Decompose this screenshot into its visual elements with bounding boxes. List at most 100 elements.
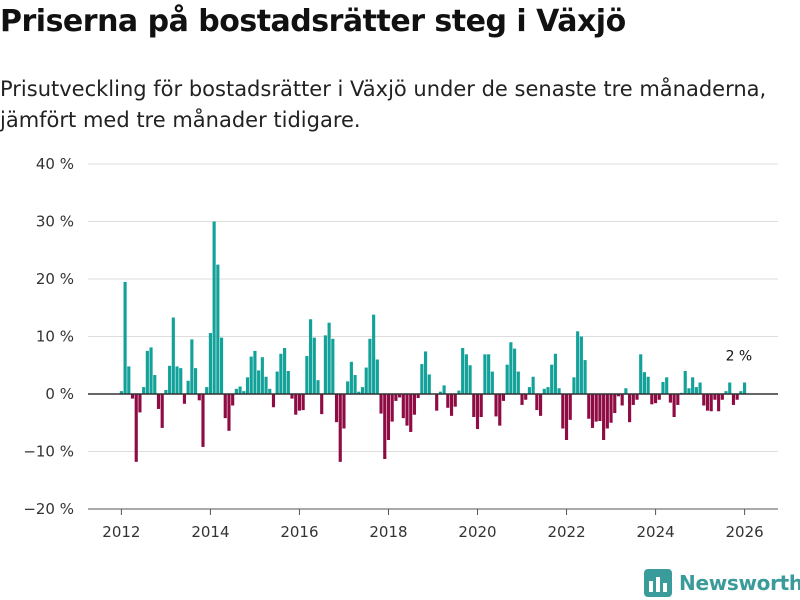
bar	[127, 366, 131, 394]
bar	[583, 360, 587, 394]
bar	[735, 394, 739, 400]
bar	[208, 333, 212, 394]
x-tick-label: 2016	[280, 523, 318, 541]
bar	[405, 394, 409, 426]
bar	[509, 342, 513, 394]
bar	[657, 394, 661, 400]
bar	[249, 356, 253, 395]
latest-value-annotation: 2 %	[726, 349, 753, 365]
y-tick-label: 30 %	[36, 213, 74, 231]
bar-chart-logo-icon	[644, 569, 672, 597]
y-tick-label: −10 %	[23, 443, 74, 461]
bar	[398, 394, 402, 398]
bar	[179, 368, 183, 395]
bar	[628, 394, 632, 423]
bar	[535, 394, 539, 411]
bar	[672, 394, 676, 417]
y-tick-label: 40 %	[36, 155, 74, 173]
bar	[301, 394, 305, 411]
y-tick-label: 10 %	[36, 328, 74, 346]
bar	[234, 388, 238, 394]
gridlines	[88, 163, 778, 510]
bar	[568, 394, 572, 420]
bar	[631, 394, 635, 405]
bar	[475, 394, 480, 430]
bar	[271, 394, 276, 408]
bar	[620, 394, 624, 406]
y-tick-label: 0 %	[45, 385, 74, 403]
bars	[119, 221, 747, 462]
bar	[531, 376, 535, 394]
bar	[357, 391, 361, 394]
bar	[653, 394, 658, 404]
bar	[238, 386, 242, 394]
bar	[268, 388, 272, 394]
bar	[149, 347, 153, 394]
bar	[557, 388, 561, 394]
bar	[546, 387, 550, 394]
y-tick-label: −20 %	[23, 500, 74, 518]
axes	[88, 393, 778, 515]
bar	[223, 394, 227, 419]
x-tick-label: 2026	[726, 523, 764, 541]
bar	[553, 353, 557, 394]
bar	[720, 394, 724, 400]
bar	[494, 394, 498, 417]
bar	[401, 394, 405, 419]
bar	[205, 387, 209, 394]
bar	[186, 380, 190, 394]
bar	[668, 394, 672, 403]
bar	[550, 364, 554, 394]
bar	[331, 338, 335, 394]
bar	[635, 394, 639, 400]
bar	[561, 394, 565, 429]
bar	[501, 394, 506, 401]
bar	[156, 394, 161, 409]
bar	[201, 394, 205, 447]
bar	[383, 394, 387, 459]
bar	[194, 368, 198, 395]
bar	[364, 367, 368, 394]
bar	[590, 394, 595, 428]
bar	[705, 394, 710, 411]
bar	[123, 281, 127, 395]
bar	[394, 394, 398, 401]
x-tick-label: 2014	[191, 523, 229, 541]
bar	[171, 317, 175, 394]
bar	[505, 364, 509, 394]
chart-subtitle: Prisutveckling för bostadsrätter i Växjö…	[0, 77, 767, 132]
bar	[438, 391, 442, 394]
bar	[245, 377, 250, 394]
bar	[602, 394, 606, 440]
bar	[164, 389, 168, 394]
brand-name: Newsworthy	[679, 571, 800, 595]
bar	[516, 371, 520, 394]
bar	[435, 394, 439, 411]
bar	[420, 364, 424, 394]
bar	[616, 394, 621, 397]
bar	[661, 381, 665, 394]
bar	[334, 394, 339, 423]
bar	[713, 394, 717, 400]
bar	[650, 394, 654, 405]
bar	[427, 374, 431, 394]
bar	[386, 394, 391, 440]
x-tick-label: 2022	[547, 523, 585, 541]
bar	[698, 382, 702, 394]
bar	[197, 394, 201, 401]
bar	[312, 337, 316, 394]
bar	[231, 394, 235, 406]
bar	[305, 356, 309, 394]
bar	[717, 394, 721, 412]
bar	[290, 394, 294, 399]
bar	[461, 348, 465, 394]
bar	[609, 394, 613, 423]
bar	[702, 394, 706, 406]
bar	[182, 394, 187, 404]
bar	[594, 394, 598, 422]
bar	[498, 394, 502, 426]
bar	[457, 390, 461, 394]
x-tick-label: 2024	[636, 523, 674, 541]
bar	[264, 376, 268, 394]
bar	[130, 394, 135, 399]
